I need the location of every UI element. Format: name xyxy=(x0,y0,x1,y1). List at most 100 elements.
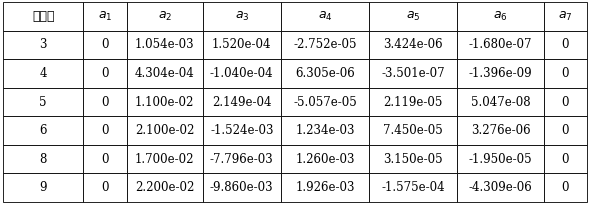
Bar xyxy=(84,88,127,116)
Text: $a_2$: $a_2$ xyxy=(158,10,172,23)
Text: -7.796e-03: -7.796e-03 xyxy=(210,153,274,166)
Bar xyxy=(202,59,281,88)
Text: $a_5$: $a_5$ xyxy=(406,10,421,23)
Text: 2.149e-04: 2.149e-04 xyxy=(212,95,271,109)
Bar xyxy=(84,116,127,145)
Text: 0: 0 xyxy=(101,181,109,194)
Bar xyxy=(127,88,202,116)
Text: 6: 6 xyxy=(40,124,47,137)
Text: -9.860e-03: -9.860e-03 xyxy=(210,181,274,194)
Text: 0: 0 xyxy=(101,153,109,166)
Bar xyxy=(202,88,281,116)
Bar xyxy=(457,88,543,116)
Text: 4.304e-04: 4.304e-04 xyxy=(135,67,195,80)
Bar xyxy=(127,173,202,202)
Bar xyxy=(202,116,281,145)
Bar xyxy=(281,31,369,59)
Text: 3: 3 xyxy=(40,38,47,51)
Text: 0: 0 xyxy=(101,38,109,51)
Text: 1.054e-03: 1.054e-03 xyxy=(135,38,195,51)
Bar xyxy=(3,116,84,145)
Text: -2.752e-05: -2.752e-05 xyxy=(293,38,357,51)
Bar xyxy=(543,59,587,88)
Text: -5.057e-05: -5.057e-05 xyxy=(293,95,357,109)
Bar xyxy=(281,173,369,202)
Bar xyxy=(202,2,281,31)
Bar xyxy=(3,173,84,202)
Text: 4: 4 xyxy=(40,67,47,80)
Bar xyxy=(127,145,202,173)
Text: 0: 0 xyxy=(562,38,569,51)
Bar xyxy=(543,145,587,173)
Text: -1.680e-07: -1.680e-07 xyxy=(469,38,532,51)
Text: 1.700e-02: 1.700e-02 xyxy=(135,153,195,166)
Bar xyxy=(281,59,369,88)
Bar xyxy=(281,2,369,31)
Bar xyxy=(281,145,369,173)
Text: -3.501e-07: -3.501e-07 xyxy=(382,67,445,80)
Bar xyxy=(3,2,84,31)
Bar xyxy=(369,88,457,116)
Text: 2.100e-02: 2.100e-02 xyxy=(135,124,195,137)
Bar xyxy=(543,173,587,202)
Text: 面编号: 面编号 xyxy=(32,10,54,23)
Bar xyxy=(457,116,543,145)
Bar xyxy=(543,88,587,116)
Text: -4.309e-06: -4.309e-06 xyxy=(468,181,532,194)
Text: 1.520e-04: 1.520e-04 xyxy=(212,38,271,51)
Bar xyxy=(457,145,543,173)
Bar xyxy=(84,31,127,59)
Text: 5.047e-08: 5.047e-08 xyxy=(471,95,530,109)
Bar xyxy=(281,116,369,145)
Text: $a_1$: $a_1$ xyxy=(98,10,113,23)
Text: 3.150e-05: 3.150e-05 xyxy=(384,153,443,166)
Text: 6.305e-06: 6.305e-06 xyxy=(295,67,355,80)
Bar xyxy=(3,59,84,88)
Bar xyxy=(202,31,281,59)
Bar xyxy=(369,31,457,59)
Bar xyxy=(84,2,127,31)
Bar xyxy=(127,31,202,59)
Text: 1.926e-03: 1.926e-03 xyxy=(296,181,355,194)
Text: 0: 0 xyxy=(562,124,569,137)
Text: 1.234e-03: 1.234e-03 xyxy=(296,124,355,137)
Bar xyxy=(369,145,457,173)
Text: 1.260e-03: 1.260e-03 xyxy=(296,153,355,166)
Text: 0: 0 xyxy=(562,95,569,109)
Bar xyxy=(543,31,587,59)
Text: 0: 0 xyxy=(101,95,109,109)
Bar xyxy=(84,145,127,173)
Text: 2.119e-05: 2.119e-05 xyxy=(384,95,443,109)
Bar xyxy=(202,145,281,173)
Bar xyxy=(457,31,543,59)
Text: 7.450e-05: 7.450e-05 xyxy=(384,124,443,137)
Bar xyxy=(457,173,543,202)
Text: 0: 0 xyxy=(562,153,569,166)
Text: 0: 0 xyxy=(562,67,569,80)
Text: $a_3$: $a_3$ xyxy=(234,10,249,23)
Text: -1.950e-05: -1.950e-05 xyxy=(468,153,532,166)
Bar xyxy=(369,59,457,88)
Text: $a_6$: $a_6$ xyxy=(493,10,508,23)
Text: $a_7$: $a_7$ xyxy=(558,10,573,23)
Text: -1.396e-09: -1.396e-09 xyxy=(468,67,532,80)
Text: 1.100e-02: 1.100e-02 xyxy=(135,95,195,109)
Bar xyxy=(3,145,84,173)
Bar xyxy=(543,2,587,31)
Bar xyxy=(281,88,369,116)
Bar xyxy=(3,31,84,59)
Bar xyxy=(84,59,127,88)
Text: 9: 9 xyxy=(40,181,47,194)
Bar xyxy=(127,59,202,88)
Bar xyxy=(543,116,587,145)
Text: 3.424e-06: 3.424e-06 xyxy=(384,38,443,51)
Bar xyxy=(369,116,457,145)
Bar xyxy=(127,116,202,145)
Text: 2.200e-02: 2.200e-02 xyxy=(135,181,195,194)
Text: $a_4$: $a_4$ xyxy=(318,10,332,23)
Text: -1.575e-04: -1.575e-04 xyxy=(382,181,445,194)
Bar xyxy=(127,2,202,31)
Bar xyxy=(369,2,457,31)
Text: 5: 5 xyxy=(40,95,47,109)
Bar xyxy=(457,59,543,88)
